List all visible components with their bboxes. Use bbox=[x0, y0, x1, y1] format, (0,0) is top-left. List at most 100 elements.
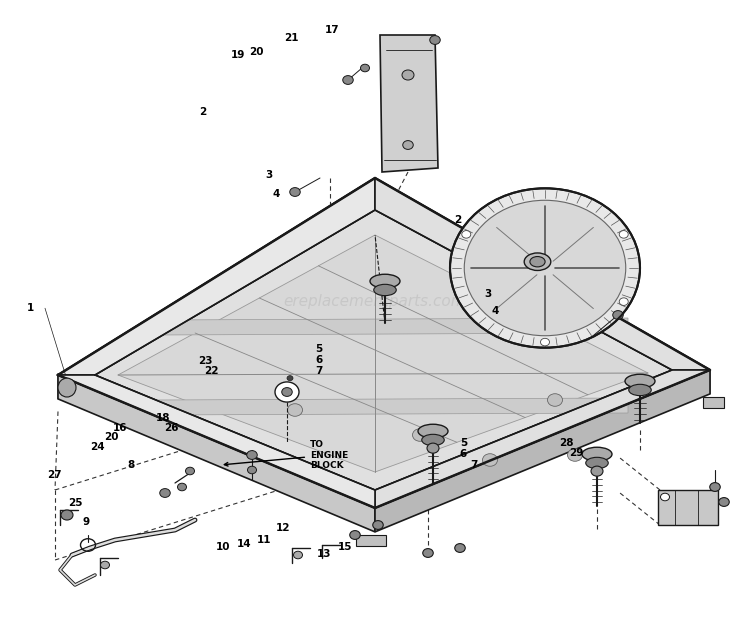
Circle shape bbox=[160, 489, 170, 498]
Polygon shape bbox=[356, 535, 386, 546]
Text: 26: 26 bbox=[164, 423, 178, 433]
Polygon shape bbox=[703, 397, 724, 408]
Circle shape bbox=[613, 311, 623, 320]
Circle shape bbox=[482, 454, 497, 466]
Ellipse shape bbox=[530, 257, 545, 267]
Text: 27: 27 bbox=[46, 470, 62, 480]
Text: 4: 4 bbox=[272, 189, 280, 199]
Polygon shape bbox=[58, 375, 375, 532]
Text: 6: 6 bbox=[315, 355, 322, 365]
Text: 14: 14 bbox=[237, 539, 252, 549]
Polygon shape bbox=[375, 178, 710, 394]
Text: 4: 4 bbox=[491, 306, 499, 316]
Text: 18: 18 bbox=[156, 413, 171, 423]
Ellipse shape bbox=[625, 374, 655, 388]
Polygon shape bbox=[375, 178, 710, 370]
Text: 11: 11 bbox=[256, 535, 272, 545]
Circle shape bbox=[275, 382, 299, 402]
Circle shape bbox=[290, 187, 300, 196]
Ellipse shape bbox=[524, 253, 550, 270]
Polygon shape bbox=[58, 178, 375, 375]
Circle shape bbox=[620, 231, 628, 238]
Ellipse shape bbox=[586, 457, 608, 469]
Circle shape bbox=[373, 521, 383, 530]
Ellipse shape bbox=[58, 378, 76, 397]
Circle shape bbox=[350, 531, 360, 540]
Circle shape bbox=[427, 443, 439, 453]
Circle shape bbox=[450, 188, 640, 348]
Circle shape bbox=[423, 548, 433, 557]
Text: 2: 2 bbox=[454, 215, 461, 225]
Circle shape bbox=[454, 543, 465, 552]
Circle shape bbox=[361, 64, 370, 72]
Text: 5: 5 bbox=[315, 344, 322, 354]
Circle shape bbox=[462, 231, 471, 238]
Text: 2: 2 bbox=[199, 107, 206, 117]
Text: 6: 6 bbox=[460, 449, 467, 459]
Ellipse shape bbox=[370, 274, 400, 288]
Polygon shape bbox=[375, 370, 710, 532]
Polygon shape bbox=[58, 178, 375, 399]
Polygon shape bbox=[158, 398, 628, 415]
Text: 8: 8 bbox=[128, 460, 135, 470]
Circle shape bbox=[620, 298, 628, 306]
Text: 19: 19 bbox=[231, 50, 246, 60]
Text: 29: 29 bbox=[568, 448, 584, 458]
Circle shape bbox=[718, 498, 729, 506]
Circle shape bbox=[430, 36, 440, 45]
Text: TO
ENGINE
BLOCK: TO ENGINE BLOCK bbox=[224, 440, 348, 470]
Circle shape bbox=[100, 561, 109, 569]
Text: 7: 7 bbox=[470, 460, 478, 470]
Polygon shape bbox=[58, 375, 375, 508]
Text: 16: 16 bbox=[112, 423, 128, 433]
Text: 21: 21 bbox=[284, 33, 298, 43]
Circle shape bbox=[403, 141, 413, 150]
Text: 25: 25 bbox=[68, 498, 82, 508]
Text: 7: 7 bbox=[315, 366, 322, 376]
Polygon shape bbox=[58, 178, 710, 508]
Text: 10: 10 bbox=[216, 542, 231, 552]
Circle shape bbox=[541, 338, 550, 346]
Ellipse shape bbox=[422, 434, 444, 445]
Text: 1: 1 bbox=[26, 303, 34, 313]
Text: 9: 9 bbox=[82, 517, 90, 527]
Polygon shape bbox=[95, 210, 672, 490]
Text: 23: 23 bbox=[198, 356, 213, 366]
Circle shape bbox=[247, 450, 257, 459]
Circle shape bbox=[185, 467, 194, 475]
Ellipse shape bbox=[582, 447, 612, 461]
Polygon shape bbox=[375, 370, 710, 508]
Text: ereplacementparts.com: ereplacementparts.com bbox=[284, 294, 466, 309]
Text: 20: 20 bbox=[104, 432, 118, 442]
Text: 17: 17 bbox=[325, 25, 340, 35]
Circle shape bbox=[413, 429, 428, 442]
Circle shape bbox=[548, 394, 562, 406]
Text: 20: 20 bbox=[249, 47, 264, 57]
Text: 28: 28 bbox=[559, 438, 574, 448]
Ellipse shape bbox=[628, 384, 651, 396]
Circle shape bbox=[248, 466, 256, 474]
Text: 22: 22 bbox=[204, 366, 219, 376]
Text: 24: 24 bbox=[90, 442, 105, 452]
Text: 12: 12 bbox=[276, 523, 291, 533]
Circle shape bbox=[402, 70, 414, 80]
Circle shape bbox=[282, 387, 292, 396]
Ellipse shape bbox=[374, 284, 396, 296]
Circle shape bbox=[710, 482, 720, 491]
Circle shape bbox=[61, 510, 73, 520]
Text: 15: 15 bbox=[338, 542, 352, 552]
Circle shape bbox=[178, 483, 187, 491]
Circle shape bbox=[464, 200, 626, 336]
Polygon shape bbox=[158, 318, 628, 335]
Text: 3: 3 bbox=[265, 170, 272, 180]
Polygon shape bbox=[658, 490, 718, 525]
Polygon shape bbox=[380, 35, 438, 172]
Circle shape bbox=[661, 493, 670, 501]
Circle shape bbox=[568, 448, 583, 461]
Ellipse shape bbox=[418, 424, 448, 438]
Circle shape bbox=[343, 75, 353, 84]
Circle shape bbox=[591, 466, 603, 476]
Circle shape bbox=[287, 376, 293, 381]
Circle shape bbox=[287, 404, 302, 416]
Circle shape bbox=[293, 551, 302, 559]
